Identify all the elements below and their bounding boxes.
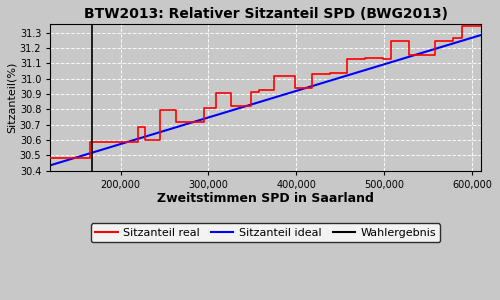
Title: BTW2013: Relativer Sitzanteil SPD (BWG2013): BTW2013: Relativer Sitzanteil SPD (BWG20… [84,7,448,21]
X-axis label: Zweitstimmen SPD in Saarland: Zweitstimmen SPD in Saarland [157,193,374,206]
Y-axis label: Sitzanteil(%): Sitzanteil(%) [7,61,17,133]
Legend: Sitzanteil real, Sitzanteil ideal, Wahlergebnis: Sitzanteil real, Sitzanteil ideal, Wahle… [91,223,441,242]
